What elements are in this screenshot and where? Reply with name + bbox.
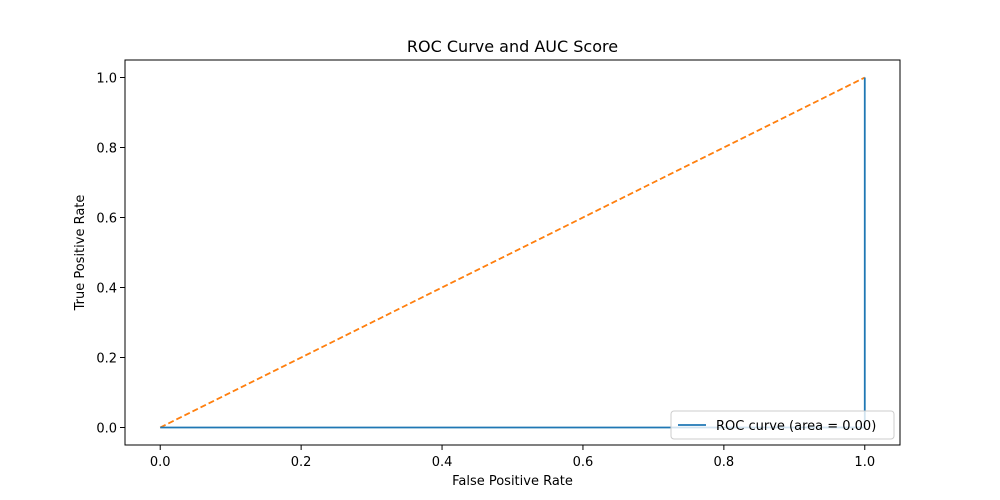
plot-area (124, 59, 901, 446)
legend-box (670, 410, 895, 440)
x-tick-label: 0.6 (573, 455, 594, 470)
legend: ROC curve (area = 0.00) (670, 410, 895, 440)
chart-title: ROC Curve and AUC Score (407, 37, 618, 56)
x-tick-label: 0.8 (714, 455, 735, 470)
y-tick-label: 0.8 (96, 142, 117, 157)
y-tick-label: 1.0 (96, 72, 117, 87)
x-tick-label: 0.2 (291, 455, 312, 470)
y-axis-label: True Positive Rate (73, 195, 88, 312)
x-tick-label: 1.0 (854, 455, 875, 470)
y-tick-label: 0.4 (96, 282, 117, 297)
x-axis-ticks: 0.0 0.2 0.4 0.6 0.8 1.0 (150, 445, 875, 470)
legend-label-roc-curve: ROC curve (area = 0.00) (716, 419, 876, 434)
x-axis-label: False Positive Rate (452, 474, 573, 489)
y-tick-label: 0.2 (96, 352, 117, 367)
y-tick-label: 0.0 (96, 422, 117, 437)
x-tick-label: 0.4 (432, 455, 453, 470)
y-tick-label: 0.6 (96, 212, 117, 227)
y-axis-ticks: 0.0 0.2 0.4 0.6 0.8 1.0 (96, 72, 125, 437)
x-tick-label: 0.0 (150, 455, 171, 470)
chance-diagonal-line (159, 76, 866, 429)
